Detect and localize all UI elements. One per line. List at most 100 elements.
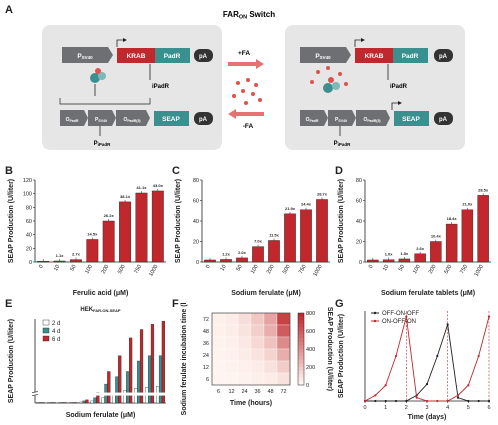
data-point	[477, 354, 480, 358]
chart-e-title-main: HEK	[80, 307, 93, 313]
bar	[71, 402, 75, 404]
plus-fa-arrow	[228, 59, 264, 69]
heatmap-cell	[250, 312, 265, 326]
y-tick-label: 40	[356, 219, 362, 225]
heatmap-cell	[237, 336, 252, 350]
bar	[118, 355, 122, 404]
colorbar-segment	[298, 331, 304, 335]
fa-molecule	[338, 72, 342, 76]
x-tick-label: 4	[446, 405, 449, 411]
bar-data-label: 2.0x	[238, 250, 247, 255]
fa-molecule	[241, 89, 245, 93]
left-opadr-label-1: OPadR	[66, 117, 79, 123]
left-padr-gene	[155, 48, 190, 63]
bar	[148, 355, 152, 404]
left-krab-gene	[117, 48, 155, 63]
heatmap-cell	[263, 324, 278, 338]
x-tick-label: 750	[133, 264, 143, 275]
heatmap-cell	[237, 360, 252, 374]
right-repressor-blob-2	[332, 82, 340, 90]
y-axis-title: SEAP Production (U/liter)	[175, 179, 182, 263]
bar-data-label: 10.4x	[431, 234, 442, 239]
x-tick-label: 500	[117, 264, 127, 275]
bar	[300, 209, 312, 263]
chart-b: 0 20 40 60 80 100 120 0 1.1x 10 2.7x 50 14.5x 100 26.2…	[8, 178, 166, 297]
bar	[367, 259, 379, 263]
fa-molecule	[254, 83, 258, 87]
y-tick-label: 20	[26, 246, 32, 252]
fa-molecule	[232, 94, 236, 98]
fa-molecule	[244, 101, 248, 105]
bar	[430, 241, 442, 263]
x-tick-label: 0	[38, 264, 45, 270]
y-tick-label: 40	[26, 233, 32, 239]
right-pa-1	[434, 49, 453, 62]
bar	[49, 402, 53, 404]
x-tick-label: 0	[205, 264, 212, 270]
bar-data-label: 28.5x	[478, 187, 489, 192]
y-tick-label: 24	[203, 353, 209, 359]
bar	[82, 400, 86, 404]
bar-data-label: 14.5x	[87, 231, 98, 236]
bar	[414, 253, 426, 263]
y-tick-label: 60	[356, 199, 362, 205]
bar	[96, 392, 100, 404]
colorbar-segment	[298, 349, 304, 353]
heatmap-cell	[224, 336, 239, 350]
colorbar-segment	[298, 370, 304, 375]
data-point	[374, 399, 377, 403]
left-construct-2: OPadR PSV40 OPadR(5) SEAP pA	[60, 110, 213, 126]
left-construct-1: PSV40 KRAB PadR pA	[62, 38, 213, 63]
series-line	[364, 316, 490, 402]
data-point	[405, 315, 408, 318]
panel-label-a: A	[5, 4, 13, 16]
bar	[63, 402, 67, 404]
right-opadr-label-1: OPadR	[306, 117, 319, 123]
colorbar-segment	[298, 345, 304, 350]
data-point	[436, 354, 439, 358]
bar-data-label: 1.1x	[56, 253, 65, 258]
heatmap-cell	[276, 312, 291, 326]
left-state-box	[42, 25, 222, 150]
bar	[134, 388, 138, 404]
left-pa-2-label: pA	[199, 117, 208, 123]
diagram-title: FARON Switch	[223, 10, 275, 21]
chart-d: 0 20 40 60 80 0 1.0x 10 1.5x 50 2.6x 100 10.4x 200 18.…	[338, 178, 491, 297]
right-state-box	[285, 25, 465, 150]
y-axis-title: SEAP Production (U/liter)	[338, 314, 345, 398]
heatmap-cell	[276, 372, 291, 386]
heatmap-cell	[250, 372, 265, 386]
y-tick-label: 80	[356, 178, 362, 184]
x-tick-label: 6	[487, 405, 490, 411]
panel-label-g: G	[335, 298, 344, 310]
left-repressor-blob-2	[98, 72, 106, 80]
panel-label-e: E	[5, 298, 13, 310]
x-tick-label: 6	[217, 389, 220, 395]
colorbar-tick-label: 0	[306, 383, 309, 389]
data-point	[363, 399, 367, 403]
left-pa-1-label: pA	[199, 54, 208, 60]
bar	[36, 402, 40, 404]
legend-marker	[373, 311, 377, 315]
y-tick-label: 72	[203, 317, 209, 323]
legend-label: ON-OFF-ON	[382, 319, 416, 325]
left-pa-2	[194, 112, 213, 125]
x-tick-label: 1000	[312, 264, 323, 278]
bar	[461, 209, 474, 263]
x-axis-title: Sodium ferulate (μM)	[231, 290, 301, 297]
chart-e-title: HEKFAR-ON-SEAP	[80, 307, 121, 313]
left-opadr-site-2	[116, 110, 150, 126]
bar	[46, 402, 51, 404]
y-tick-label: 80	[26, 205, 32, 211]
fa-molecule	[251, 92, 255, 96]
heatmap-cell	[263, 312, 278, 326]
bar	[85, 399, 89, 404]
chart-c: 0 20 40 60 80 0 1.2x 10 2.0x 50 7.0x 100 11.5x 200 21.…	[175, 178, 330, 297]
heatmap-cell	[237, 312, 252, 326]
heatmap-cell	[224, 360, 239, 374]
right-arrowhead-1	[361, 38, 365, 42]
panel-label-b: B	[5, 165, 13, 177]
right-seap-gene	[394, 111, 429, 126]
left-arrowhead-1	[123, 38, 127, 42]
right-padr-label: PadR	[402, 53, 419, 60]
